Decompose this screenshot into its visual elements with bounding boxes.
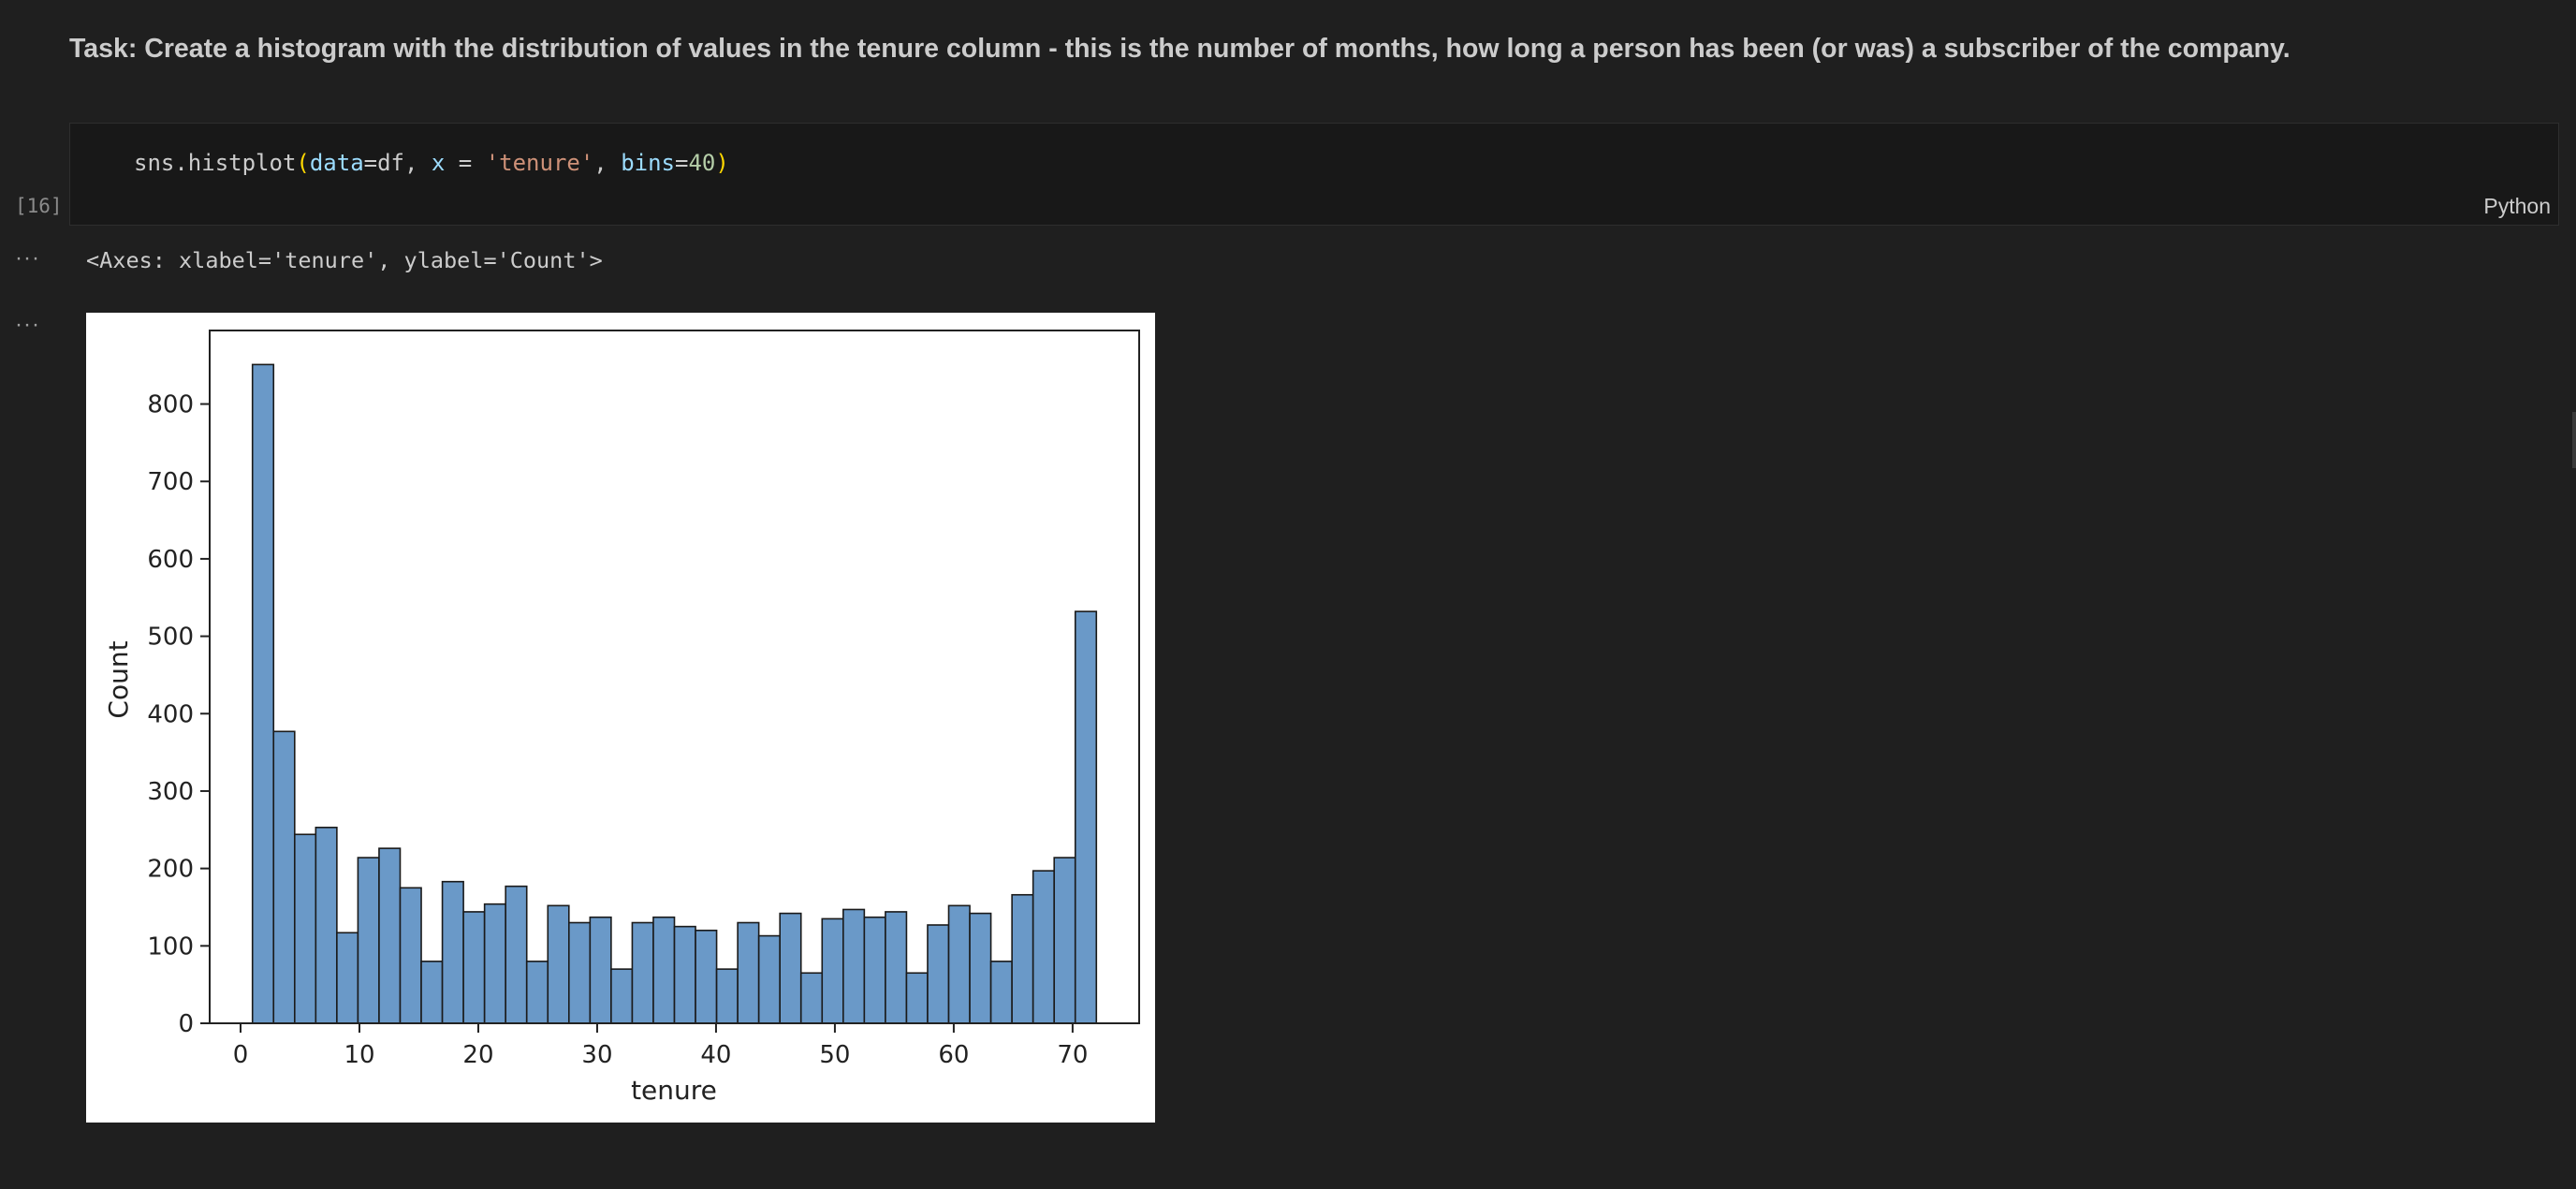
code-token: , xyxy=(593,150,622,176)
code-cell[interactable]: sns.histplot(data=df, x = 'tenure', bins… xyxy=(69,123,2559,226)
code-token: 40 xyxy=(688,150,716,176)
histogram-bar xyxy=(610,968,634,1024)
histogram-bar xyxy=(293,833,317,1024)
histogram-bar xyxy=(589,916,612,1024)
histogram-bar xyxy=(969,912,992,1024)
histogram-plot: Count tenure 0 100 200 300 400 500 600 700 800 0 1… xyxy=(86,313,1155,1123)
code-token: x xyxy=(431,150,446,176)
x-tick-label: 40 xyxy=(700,1041,731,1069)
code-token: ) xyxy=(715,150,729,176)
histogram-bar xyxy=(1011,893,1034,1024)
histogram-bar xyxy=(420,961,444,1024)
histogram-bar xyxy=(315,827,338,1024)
code-token: ( xyxy=(296,150,310,176)
axes-frame xyxy=(209,330,1140,1024)
y-tick-label: 500 xyxy=(147,624,194,652)
histogram-bar xyxy=(357,857,380,1024)
histogram-bar xyxy=(652,916,676,1024)
y-tick-label: 100 xyxy=(147,932,194,961)
y-tick-label: 600 xyxy=(147,546,194,574)
x-tick-label: 30 xyxy=(581,1041,612,1069)
x-tick-label: 60 xyxy=(938,1041,969,1069)
histogram-bar xyxy=(905,972,929,1024)
histogram-bar xyxy=(505,885,528,1024)
code-token: bins xyxy=(621,150,675,176)
histogram-bar xyxy=(737,921,760,1024)
x-tick-label: 10 xyxy=(344,1041,374,1069)
code-token: 'tenure' xyxy=(485,150,594,176)
histogram-bar xyxy=(779,912,802,1024)
code-token: = xyxy=(675,150,689,176)
x-tick-label: 0 xyxy=(233,1041,249,1069)
x-tick-label: 20 xyxy=(462,1041,493,1069)
code-token: sns.histplot xyxy=(134,150,297,176)
histogram-bar xyxy=(927,924,950,1024)
x-tick-label: 70 xyxy=(1057,1041,1088,1069)
code-token: =df, xyxy=(363,150,432,176)
histogram-bar xyxy=(821,917,844,1024)
histogram-chart-svg: Count tenure 0 100 200 300 400 500 600 700 800 0 1… xyxy=(103,330,1140,1106)
histogram-bar xyxy=(885,911,908,1024)
output-text: <Axes: xlabel='tenure', ylabel='Count'> xyxy=(86,247,603,273)
task-description: Task: Create a histogram with the distri… xyxy=(69,34,2291,64)
code-editor-line[interactable]: sns.histplot(data=df, x = 'tenure', bins… xyxy=(134,148,729,178)
output-more-actions-icon-2[interactable]: ··· xyxy=(15,312,40,337)
histogram-bar xyxy=(441,880,464,1024)
y-tick-label: 0 xyxy=(178,1010,194,1038)
y-tick-label: 800 xyxy=(147,391,194,419)
y-tick-label: 400 xyxy=(147,700,194,728)
y-tick-label: 200 xyxy=(147,856,194,884)
y-tick-label: 300 xyxy=(147,778,194,806)
code-token: = xyxy=(445,150,486,176)
histogram-bar xyxy=(568,921,592,1024)
histogram-bar xyxy=(947,904,971,1024)
output-more-actions-icon[interactable]: ··· xyxy=(15,245,40,271)
histogram-bar xyxy=(863,916,886,1024)
histogram-bar xyxy=(251,363,275,1024)
histogram-bar xyxy=(842,908,866,1024)
histogram-bar xyxy=(378,847,402,1024)
code-token: data xyxy=(309,150,364,176)
y-axis-label: Count xyxy=(103,640,134,718)
histogram-bar xyxy=(1053,857,1076,1024)
language-label[interactable]: Python xyxy=(2483,194,2551,218)
histogram-bar xyxy=(631,921,654,1024)
y-tick-label: 700 xyxy=(147,468,194,496)
histogram-bar xyxy=(715,968,739,1024)
histogram-bar xyxy=(336,932,359,1024)
histogram-bar xyxy=(483,903,506,1024)
histogram-bar xyxy=(695,929,718,1024)
histogram-bar xyxy=(799,972,824,1024)
histogram-bar xyxy=(462,911,486,1024)
scrollbar-thumb[interactable] xyxy=(2572,412,2576,468)
histogram-bar xyxy=(1074,610,1098,1024)
histogram-bar xyxy=(399,887,422,1024)
histogram-bar xyxy=(272,730,296,1024)
histogram-bar xyxy=(757,934,781,1024)
histogram-bar xyxy=(673,925,696,1024)
x-tick-label: 50 xyxy=(819,1041,850,1069)
execution-count: [16] xyxy=(15,195,63,217)
histogram-bar xyxy=(547,904,570,1024)
histogram-bar xyxy=(989,961,1013,1024)
markdown-cell: Task: Create a histogram with the distri… xyxy=(69,26,2522,71)
x-axis-label: tenure xyxy=(631,1075,717,1106)
histogram-bar xyxy=(525,961,549,1024)
histogram-bar xyxy=(1032,870,1056,1024)
